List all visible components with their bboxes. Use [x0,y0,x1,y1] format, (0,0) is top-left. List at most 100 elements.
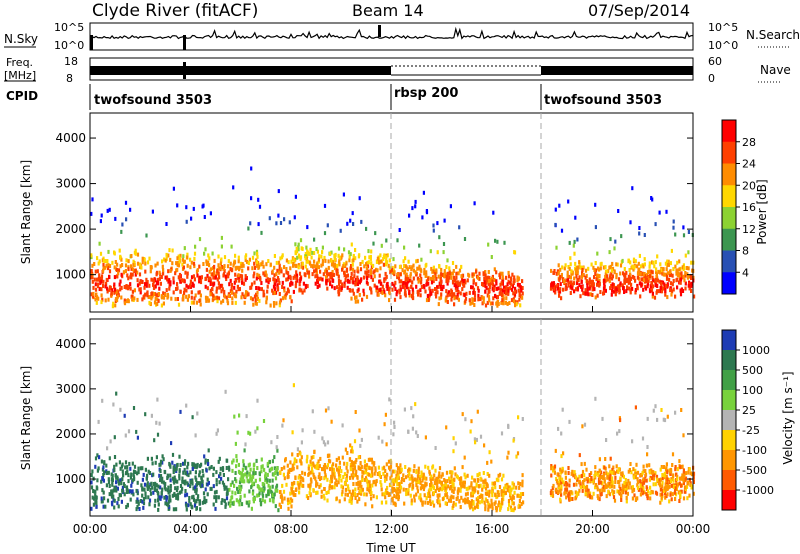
echo-cell [253,261,256,266]
echo-cell [248,500,251,505]
echo-cell [134,251,137,256]
echo-cell [457,281,460,286]
echo-cell [691,472,694,477]
echo-cell [438,296,441,301]
echo-cell [375,259,379,264]
echo-cell [678,267,681,272]
echo-cell [231,490,234,495]
echo-cell [176,485,179,490]
echo-cell [259,488,262,492]
echo-cell [240,472,243,477]
echo-cell [242,459,245,464]
echo-cell [431,269,434,274]
echo-cell [220,235,223,240]
echo-cell [370,272,373,277]
echo-cell [445,425,448,430]
echo-cell [371,460,374,465]
echo-cell [106,471,109,475]
echo-cell [492,210,495,215]
echo-cell [253,251,256,256]
echo-cell [98,259,101,264]
echo-cell [458,268,462,273]
echo-cell [637,261,640,266]
echo-cell [491,502,494,507]
echo-cell [370,496,373,501]
echo-cell [403,285,406,289]
echo-cell [466,278,469,283]
nsky-spike [378,25,381,37]
echo-cell [666,263,669,267]
echo-cell [623,267,626,271]
echo-cell [203,454,206,459]
echo-cell [108,285,112,290]
echo-cell [165,288,168,293]
echo-cell [347,487,350,492]
nave-label: Nave [760,63,791,77]
echo-cell [97,419,100,424]
echo-cell [292,466,295,471]
echo-cell [646,416,649,421]
echo-cell [634,475,637,480]
echo-cell [305,256,308,261]
echo-cell [332,472,335,477]
echo-cell [183,246,186,251]
echo-cell [160,303,163,308]
echo-cell [678,481,681,486]
echo-cell [119,466,122,471]
echo-cell [165,222,168,226]
echo-cell [310,477,313,482]
echo-cell [394,280,397,285]
echo-cell [371,466,374,471]
echo-cell [319,276,322,281]
echo-cell [186,255,189,260]
echo-cell [575,267,578,272]
echo-cell [258,486,261,491]
echo-cell [568,419,571,424]
echo-cell [674,467,677,472]
echo-cell [385,476,388,481]
echo-cell [372,263,375,268]
echo-cell [550,268,553,273]
echo-cell [121,469,124,474]
echo-cell [469,505,472,510]
echo-cell [570,269,573,274]
echo-cell [354,487,357,492]
echo-cell [141,477,144,482]
echo-cell [387,459,391,464]
echo-cell [353,269,356,274]
echo-cell [310,263,313,268]
echo-cell [412,268,415,273]
echo-cell [631,286,634,291]
echo-cell [671,492,674,497]
echo-cell [236,486,239,491]
echo-cell [136,471,139,476]
echo-cell [594,202,597,207]
echo-cell [438,493,441,498]
echo-cell [689,483,692,487]
echo-cell [238,413,241,418]
echo-cell [660,495,663,500]
echo-cell [237,490,240,494]
echo-cell [176,286,179,291]
echo-cell [646,284,649,289]
echo-cell [273,265,276,270]
echo-cell [351,276,354,281]
echo-cell [313,450,316,455]
echo-cell [321,277,324,282]
echo-cell [665,478,668,483]
echo-cell [479,483,482,488]
echo-cell [495,279,498,284]
echo-cell [264,471,267,476]
echo-cell [119,264,122,269]
echo-cell [469,301,472,306]
echo-cell [613,246,616,251]
echo-cell [502,285,506,290]
echo-cell [430,266,433,271]
echo-cell [250,506,253,511]
echo-cell [498,485,502,489]
echo-cell [355,469,358,474]
echo-cell [437,495,440,500]
echo-cell [136,270,139,275]
echo-cell [331,284,334,289]
echo-cell [424,481,427,486]
